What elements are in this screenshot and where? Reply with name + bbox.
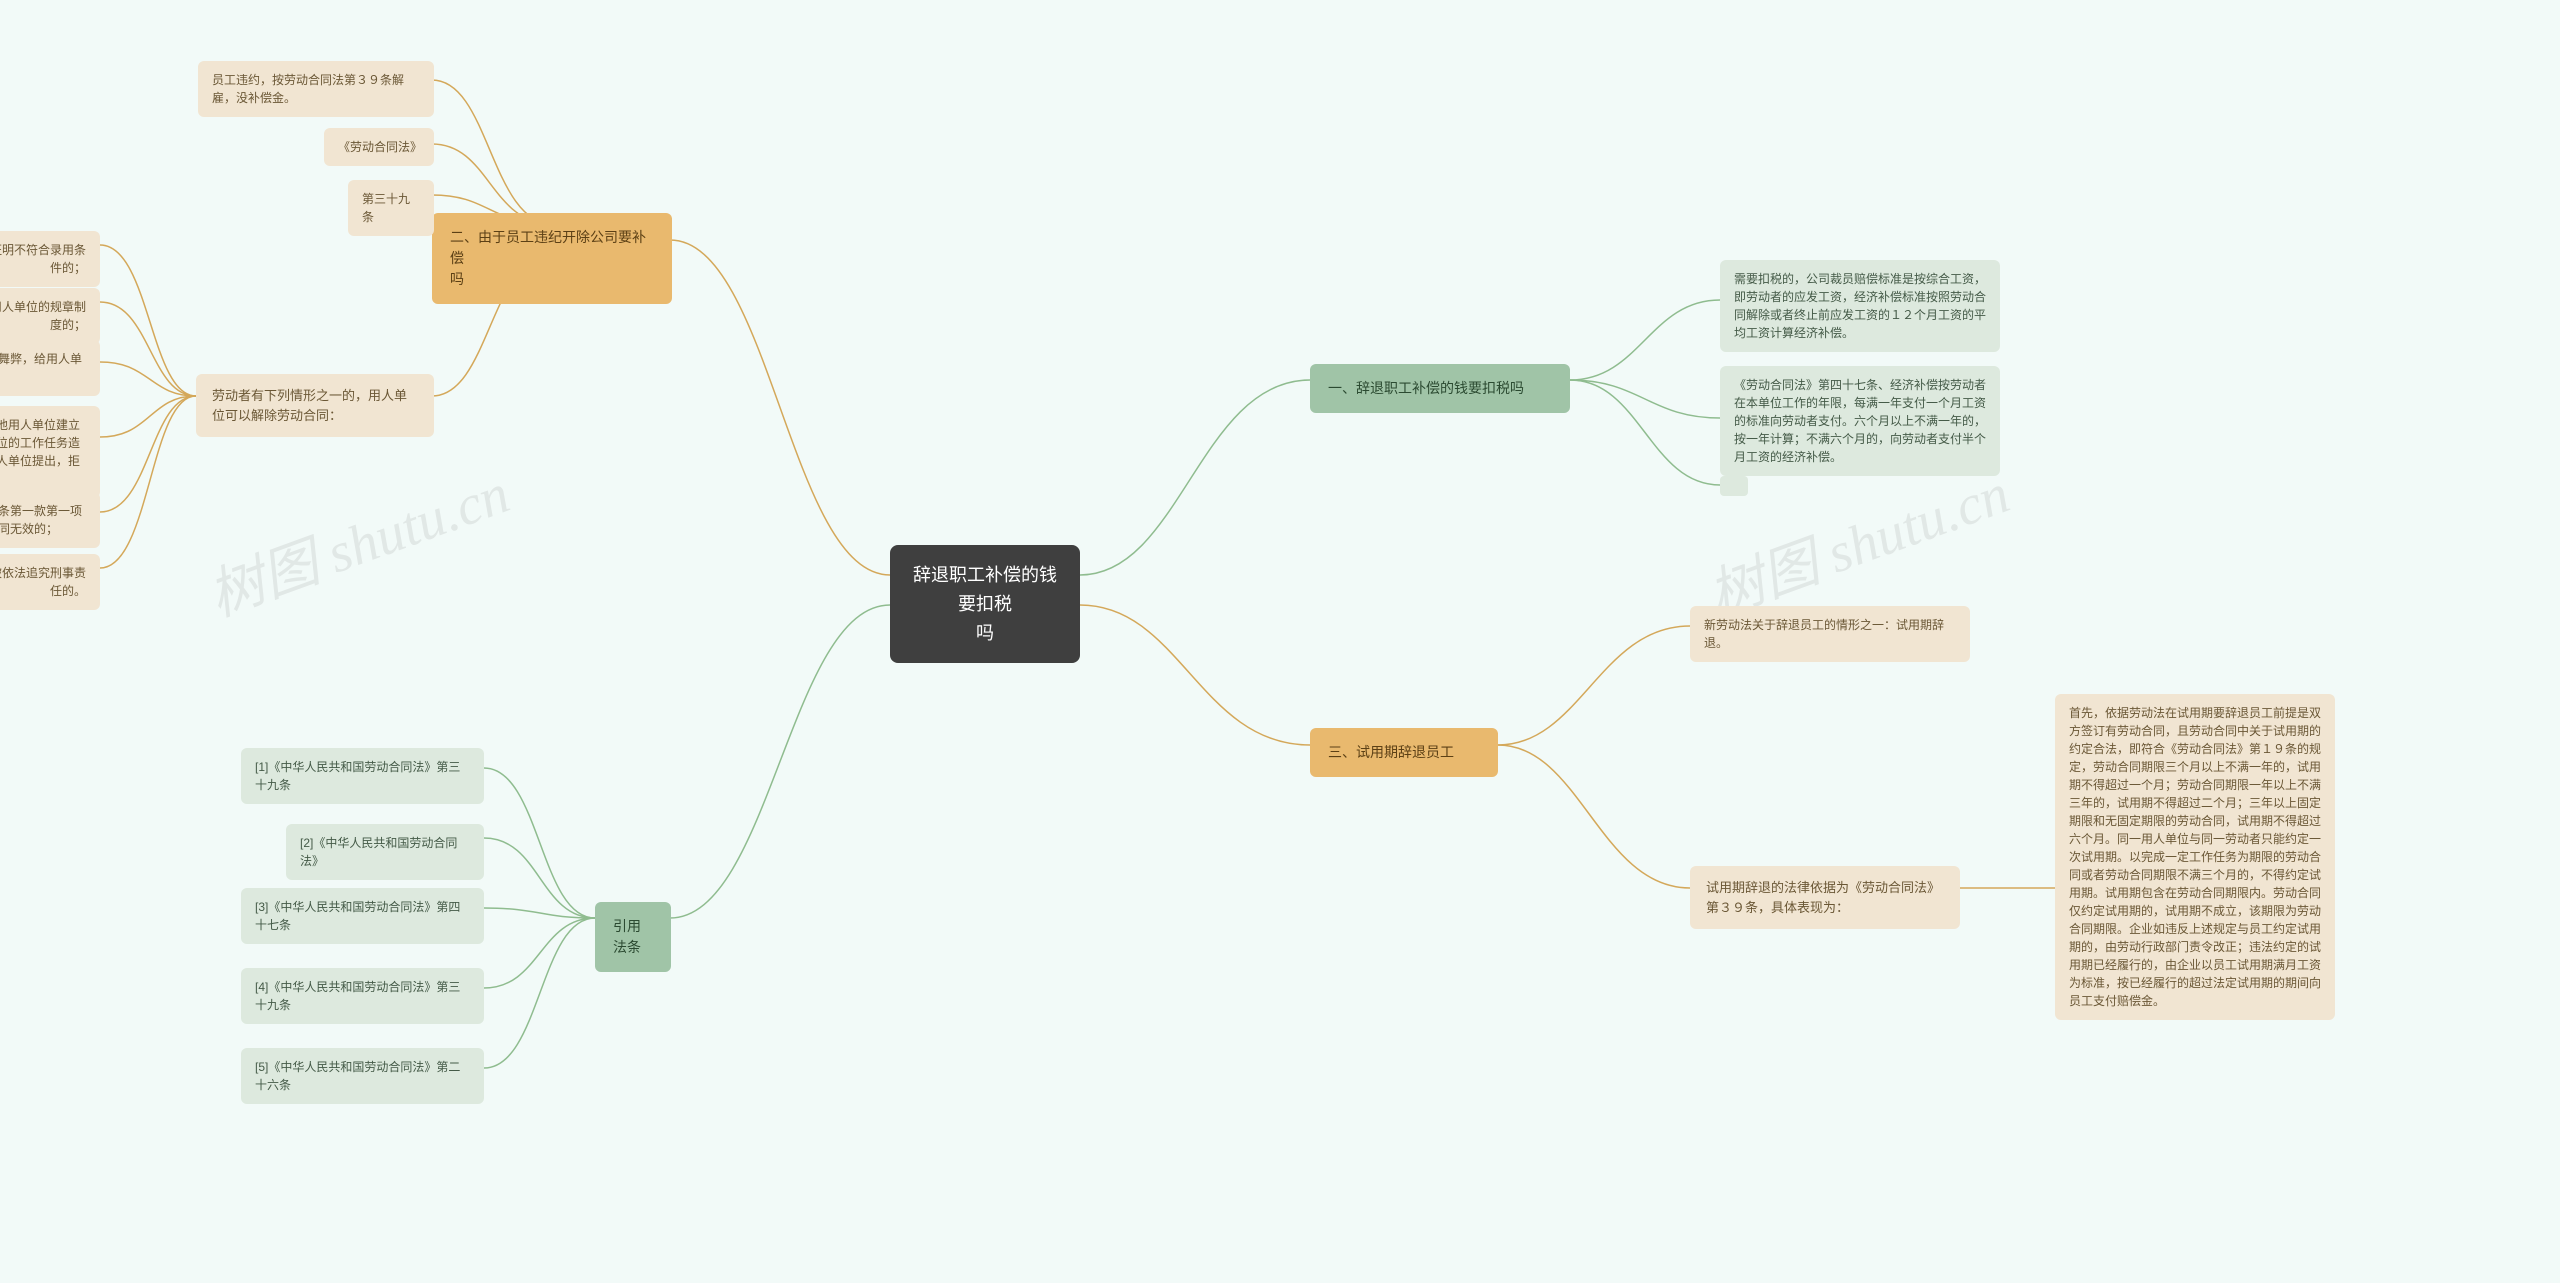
branch-two-leaf-r3: 第三十九条 [348,180,434,236]
refs-item-1: [1]《中华人民共和国劳动合同法》第三十九条 [241,748,484,804]
branch-three[interactable]: 三、试用期辞退员工 [1310,728,1498,777]
branch-two-leaf-r1: 员工违约，按劳动合同法第３９条解雇，没补偿金。 [198,61,434,117]
branch-two[interactable]: 二、由于员工违纪开除公司要补偿 吗 [432,213,672,304]
branch-three-leaf-top: 新劳动法关于辞退员工的情形之一：试用期辞退。 [1690,606,1970,662]
branch-three-sub-leaf: 首先，依据劳动法在试用期要辞退员工前提是双方签订有劳动合同，且劳动合同中关于试用… [2055,694,2335,1020]
branch-two-sub[interactable]: 劳动者有下列情形之一的，用人单位可以解除劳动合同： [196,374,434,437]
branch-three-sub[interactable]: 试用期辞退的法律依据为《劳动合同法》第３９条，具体表现为： [1690,866,1960,929]
refs-item-3: [3]《中华人民共和国劳动合同法》第四十七条 [241,888,484,944]
branch-two-sub-leaf-3: （三）严重失职，营私舞弊，给用人单位造成重大损害的； [0,340,100,396]
watermark: 树图 shutu.cn [196,449,519,633]
branch-refs[interactable]: 引用法条 [595,902,671,972]
branch-one[interactable]: 一、辞退职工补偿的钱要扣税吗 [1310,364,1570,413]
refs-item-2: [2]《中华人民共和国劳动合同法》 [286,824,484,880]
root-node[interactable]: 辞退职工补偿的钱要扣税 吗 [890,545,1080,663]
branch-one-leaf-2: 《劳动合同法》第四十七条、经济补偿按劳动者在本单位工作的年限，每满一年支付一个月… [1720,366,2000,476]
branch-two-sub-leaf-1: （一）在试用期间被证明不符合录用条件的； [0,231,100,287]
branch-two-leaf-r2: 《劳动合同法》 [324,128,434,166]
branch-two-sub-leaf-5: （五）因本法第二十六条第一款第一项规定的情形致使劳动合同无效的； [0,492,100,548]
refs-item-5: [5]《中华人民共和国劳动合同法》第二十六条 [241,1048,484,1104]
branch-one-small [1720,476,1748,496]
refs-item-4: [4]《中华人民共和国劳动合同法》第三十九条 [241,968,484,1024]
branch-two-sub-leaf-6: （六）被依法追究刑事责任的。 [0,554,100,610]
branch-two-sub-leaf-4: （四）劳动者同时与其他用人单位建立劳动关系，对完成本单位的工作任务造成严重影响，… [0,406,100,498]
branch-two-sub-leaf-2: （二）严重违反用人单位的规章制度的； [0,288,100,344]
branch-one-leaf-1: 需要扣税的，公司裁员赔偿标准是按综合工资，即劳动者的应发工资，经济补偿标准按照劳… [1720,260,2000,352]
